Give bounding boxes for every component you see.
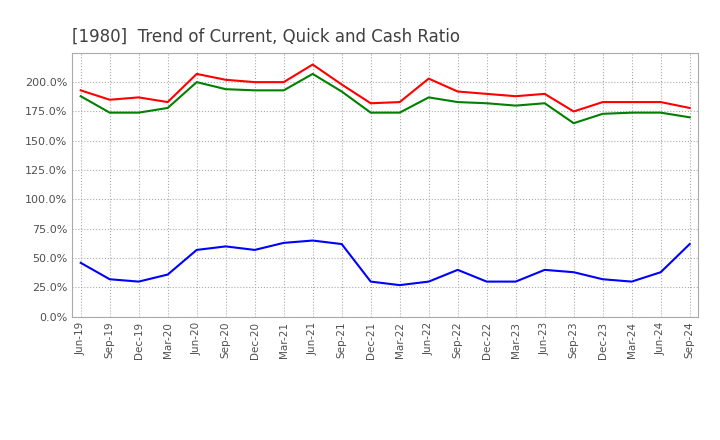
Cash Ratio	[279, 240, 288, 246]
Text: [1980]  Trend of Current, Quick and Cash Ratio: [1980] Trend of Current, Quick and Cash …	[72, 28, 460, 46]
Current Ratio	[570, 109, 578, 114]
Current Ratio	[657, 99, 665, 105]
Cash Ratio	[251, 247, 259, 253]
Cash Ratio	[541, 267, 549, 272]
Cash Ratio	[627, 279, 636, 284]
Current Ratio	[511, 94, 520, 99]
Quick Ratio	[482, 101, 491, 106]
Quick Ratio	[366, 110, 375, 115]
Quick Ratio	[395, 110, 404, 115]
Current Ratio	[251, 80, 259, 85]
Cash Ratio	[163, 272, 172, 277]
Current Ratio	[366, 101, 375, 106]
Current Ratio	[105, 97, 114, 103]
Cash Ratio	[598, 277, 607, 282]
Current Ratio	[627, 99, 636, 105]
Quick Ratio	[598, 111, 607, 117]
Current Ratio	[192, 71, 201, 77]
Cash Ratio	[424, 279, 433, 284]
Current Ratio	[308, 62, 317, 67]
Quick Ratio	[105, 110, 114, 115]
Current Ratio	[482, 91, 491, 96]
Line: Quick Ratio: Quick Ratio	[81, 74, 690, 123]
Cash Ratio	[192, 247, 201, 253]
Quick Ratio	[76, 94, 85, 99]
Current Ratio	[598, 99, 607, 105]
Cash Ratio	[657, 270, 665, 275]
Cash Ratio	[308, 238, 317, 243]
Quick Ratio	[338, 89, 346, 94]
Cash Ratio	[685, 242, 694, 247]
Quick Ratio	[279, 88, 288, 93]
Quick Ratio	[627, 110, 636, 115]
Current Ratio	[541, 91, 549, 96]
Cash Ratio	[366, 279, 375, 284]
Current Ratio	[279, 80, 288, 85]
Quick Ratio	[192, 80, 201, 85]
Current Ratio	[454, 89, 462, 94]
Quick Ratio	[251, 88, 259, 93]
Quick Ratio	[685, 115, 694, 120]
Cash Ratio	[511, 279, 520, 284]
Cash Ratio	[76, 260, 85, 265]
Quick Ratio	[541, 101, 549, 106]
Quick Ratio	[657, 110, 665, 115]
Cash Ratio	[135, 279, 143, 284]
Quick Ratio	[221, 87, 230, 92]
Quick Ratio	[570, 121, 578, 126]
Line: Cash Ratio: Cash Ratio	[81, 241, 690, 285]
Current Ratio	[135, 95, 143, 100]
Current Ratio	[163, 99, 172, 105]
Quick Ratio	[308, 71, 317, 77]
Cash Ratio	[105, 277, 114, 282]
Cash Ratio	[395, 282, 404, 288]
Cash Ratio	[482, 279, 491, 284]
Quick Ratio	[135, 110, 143, 115]
Line: Current Ratio: Current Ratio	[81, 65, 690, 111]
Quick Ratio	[454, 99, 462, 105]
Quick Ratio	[511, 103, 520, 108]
Cash Ratio	[454, 267, 462, 272]
Current Ratio	[395, 99, 404, 105]
Quick Ratio	[424, 95, 433, 100]
Current Ratio	[424, 76, 433, 81]
Current Ratio	[685, 105, 694, 110]
Quick Ratio	[163, 105, 172, 110]
Cash Ratio	[338, 242, 346, 247]
Cash Ratio	[221, 244, 230, 249]
Current Ratio	[221, 77, 230, 82]
Current Ratio	[76, 88, 85, 93]
Cash Ratio	[570, 270, 578, 275]
Current Ratio	[338, 82, 346, 87]
